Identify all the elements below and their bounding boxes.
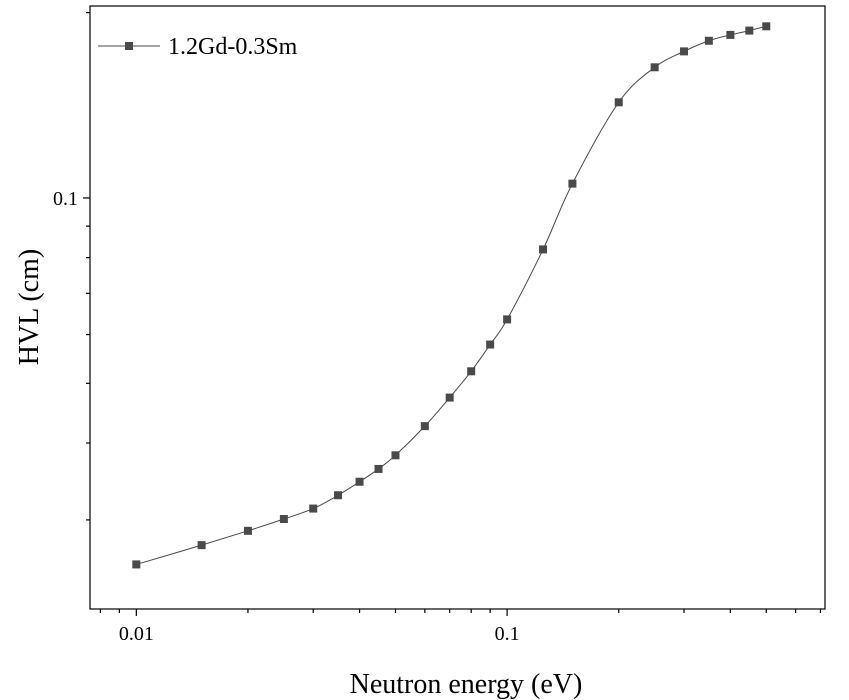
legend-label: 1.2Gd-0.3Sm [168,34,298,60]
data-point [745,26,754,35]
data-point [132,560,141,569]
data-point [486,340,495,349]
data-point [650,63,659,72]
data-point [614,98,623,107]
series-layer [132,22,771,569]
data-point [539,245,548,254]
data-point [197,541,206,550]
data-point [680,47,689,56]
data-point [243,526,252,535]
data-point [762,22,771,31]
data-point [704,36,713,45]
data-point [467,367,476,376]
data-point [503,315,512,324]
data-point [568,179,577,188]
legend-marker [125,42,133,50]
y-tick-label: 0.1 [53,188,78,210]
legend: 1.2Gd-0.3Sm [98,34,298,60]
data-point [391,451,400,460]
x-axis-ticks: 0.01 0.1 [99,609,822,645]
data-point [374,464,383,473]
x-tick-label: 0.01 [119,623,154,645]
data-point [726,30,735,39]
data-point [334,491,343,500]
x-tick-label: 0.1 [495,623,520,645]
x-axis-title: Neutron energy (eV) [350,669,583,700]
series-line [136,25,767,565]
data-point [279,515,288,524]
plot-frame [89,5,826,610]
y-axis-ticks: 0.1 [53,12,90,521]
data-point [445,393,454,402]
data-point [420,422,429,431]
y-axis-title: HVL (cm) [14,249,45,365]
data-point [355,477,364,486]
data-point [309,504,318,513]
